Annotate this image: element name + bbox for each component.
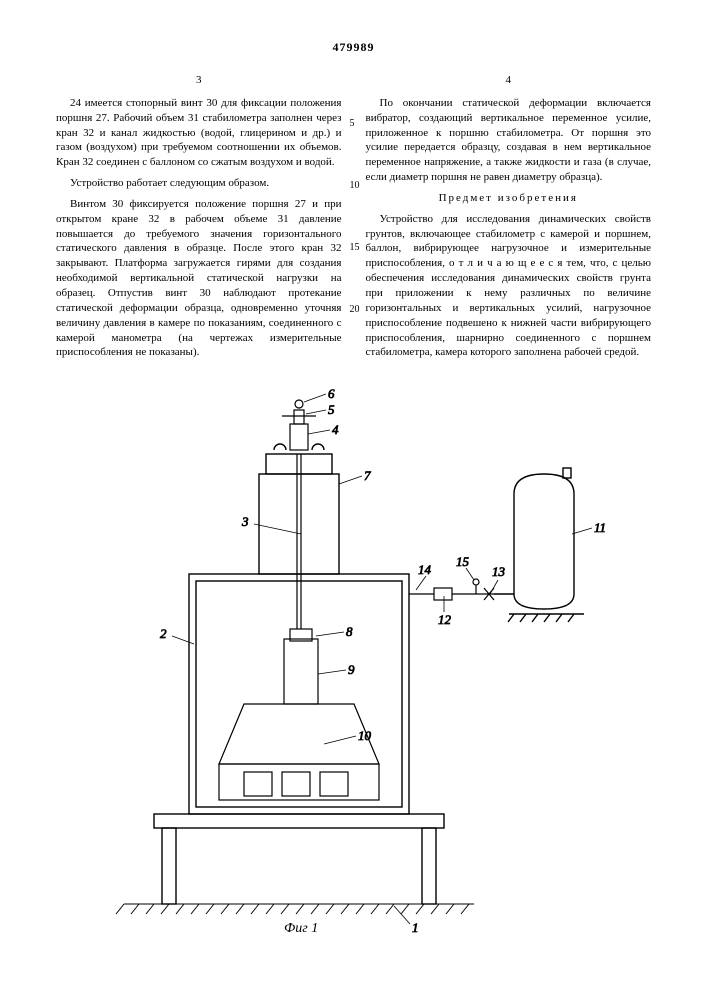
svg-text:3: 3: [241, 514, 249, 529]
para: По окончании статической деформации вклю…: [366, 96, 652, 185]
svg-text:8: 8: [346, 624, 353, 639]
top-fixture: [282, 400, 316, 450]
svg-text:10: 10: [358, 728, 372, 743]
sample-platform: [219, 704, 379, 800]
para: Винтом 30 фиксируется положение поршня 2…: [56, 197, 342, 360]
svg-text:11: 11: [594, 520, 606, 535]
svg-text:7: 7: [364, 468, 371, 483]
page: 479989 3 24 имеется стопорный винт 30 дл…: [0, 0, 707, 1000]
labels: 6 5 4 7 3 2 8 9 10 14 12: [160, 386, 606, 935]
document-number: 479989: [56, 40, 651, 55]
para: Устройство работает следующим образом.: [56, 176, 342, 191]
svg-text:1: 1: [412, 920, 419, 935]
figure-caption: Фиг 1: [284, 921, 318, 936]
svg-text:4: 4: [332, 422, 339, 437]
right-col-number: 4: [366, 73, 652, 88]
figure-1: 6 5 4 7 3 2 8 9 10 14 12: [56, 384, 651, 944]
claims-heading: Предмет изобретения: [366, 191, 652, 206]
svg-text:5: 5: [328, 402, 335, 417]
outer-chamber: [189, 574, 409, 814]
line-marker: 15: [350, 243, 360, 253]
svg-text:14: 14: [418, 562, 432, 577]
line-marker: 20: [350, 305, 360, 315]
line-marker: 10: [350, 181, 360, 191]
svg-text:2: 2: [160, 626, 167, 641]
figure-svg: 6 5 4 7 3 2 8 9 10 14 12: [94, 384, 614, 944]
svg-text:13: 13: [492, 564, 506, 579]
left-column: 3 24 имеется стопорный винт 30 для фикса…: [56, 73, 342, 366]
rod: [297, 454, 301, 629]
svg-text:12: 12: [438, 612, 452, 627]
text-columns: 3 24 имеется стопорный винт 30 для фикса…: [56, 73, 651, 366]
piston-cylinder: [284, 629, 318, 704]
vibrator-housing: [259, 444, 339, 574]
svg-text:6: 6: [328, 386, 335, 401]
right-column: 4 По окончании статической деформации вк…: [366, 73, 652, 366]
gas-tank: [494, 468, 584, 622]
ground-hatch: [116, 904, 474, 914]
left-col-number: 3: [56, 73, 342, 88]
line-marker: 5: [350, 119, 355, 129]
svg-text:15: 15: [456, 554, 470, 569]
base-frame: [154, 814, 444, 904]
claims-text: Устройство для исследования динамических…: [366, 212, 652, 360]
svg-text:9: 9: [348, 662, 355, 677]
para: 24 имеется стопорный винт 30 для фиксаци…: [56, 96, 342, 170]
